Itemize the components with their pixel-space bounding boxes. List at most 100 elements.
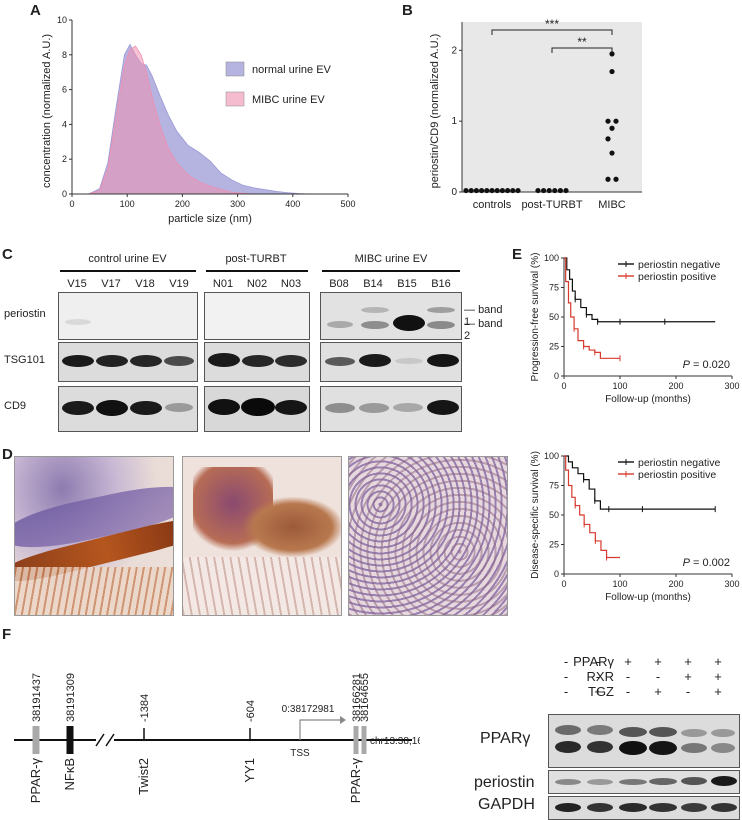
break-mark-2 xyxy=(105,733,115,747)
treatment-value: + xyxy=(654,684,662,699)
site-label: PPAR-γ xyxy=(348,758,363,804)
p-symbol: P xyxy=(683,557,691,569)
treatment-value: - xyxy=(685,684,691,699)
legend-label: normal urine EV xyxy=(252,64,332,76)
blot-cd9-post-turbt xyxy=(204,386,310,432)
km-curve-2 xyxy=(564,257,620,359)
lane-label: V17 xyxy=(101,278,121,290)
panel-label-c: C xyxy=(2,246,13,263)
blot-periostin-post-turbt xyxy=(204,292,310,340)
row-label-periostin: periostin xyxy=(4,308,46,320)
panel-a-chart: 0 100 200 300 400 500 0 2 4 6 8 10 particle size (nm… xyxy=(41,15,356,225)
treatment-value: - xyxy=(563,669,569,684)
x-category-label: post-TURBT xyxy=(521,199,582,211)
group-label-post-turbt: post-TURBT xyxy=(225,253,287,265)
binding-site-box xyxy=(361,726,367,754)
y-tick-label: 25 xyxy=(549,342,559,352)
x-axis-title: Follow-up (months) xyxy=(605,394,691,405)
y-tick-label: 8 xyxy=(62,50,67,60)
data-point xyxy=(613,118,619,124)
blot-tsg101-control xyxy=(58,342,198,382)
x-tick-label: 200 xyxy=(175,199,190,209)
break-mark-1 xyxy=(95,733,105,747)
data-point xyxy=(609,51,615,57)
tss-arrowhead xyxy=(340,716,346,724)
x-tick-label: 200 xyxy=(668,381,683,391)
data-point xyxy=(605,136,611,142)
f-row-label-gapdh: GAPDH xyxy=(478,796,535,813)
x-tick-label: 100 xyxy=(120,199,135,209)
treatment-value: + xyxy=(594,684,602,699)
y-axis-title: Disease-specific survival (%) xyxy=(530,451,541,579)
legend-label: periostin positive xyxy=(638,271,716,283)
lane-label: V19 xyxy=(169,278,189,290)
y-axis-title: concentration (normalized A.U.) xyxy=(41,34,53,188)
legend-label: periostin negative xyxy=(638,259,720,271)
site-coordinate: 38164655 xyxy=(359,673,371,722)
treatment-name: PPARγ xyxy=(573,654,614,669)
lane-label: N03 xyxy=(280,278,302,290)
legend-swatch xyxy=(225,61,245,77)
x-category-label: MIBC xyxy=(598,199,626,211)
site-coordinate: 38191309 xyxy=(65,673,77,722)
x-axis-title: particle size (nm) xyxy=(168,213,252,225)
p-number: = 0.020 xyxy=(690,359,730,371)
treatment-value: + xyxy=(654,654,662,669)
group-bar-control xyxy=(60,270,196,272)
site-coordinate: -604 xyxy=(245,700,257,722)
group-bar-post-turbt xyxy=(206,270,308,272)
panel-f-treatment-table: PPARγ - - + + + + RXR - - - - + + TGZ - + - + - + xyxy=(560,654,742,706)
x-tick-label: 300 xyxy=(230,199,245,209)
treatment-value: - xyxy=(595,669,601,684)
data-point xyxy=(563,187,569,194)
significance-label: *** xyxy=(545,17,559,31)
y-tick-label: 100 xyxy=(544,253,559,263)
p-symbol: P xyxy=(683,359,691,371)
y-tick-label: 2 xyxy=(62,154,67,164)
treatment-value: - xyxy=(625,669,631,684)
y-tick-label: 4 xyxy=(62,119,67,129)
f-blot-pparg xyxy=(548,714,740,768)
data-point xyxy=(609,125,615,131)
panel-label-f: F xyxy=(2,626,12,643)
site-coordinate: -1384 xyxy=(139,694,151,722)
panel-label-a: A xyxy=(30,2,41,19)
treatment-value: + xyxy=(714,684,722,699)
chromosome-label: chr13:38,162,981 xyxy=(370,736,420,747)
blot-periostin-control xyxy=(58,292,198,340)
y-tick-label: 25 xyxy=(549,540,559,550)
p-value: P = 0.020 xyxy=(683,359,730,371)
legend-swatch xyxy=(225,91,245,107)
binding-site-box xyxy=(32,726,40,754)
y-tick-label: 100 xyxy=(544,451,559,461)
y-tick-label: 0 xyxy=(554,569,559,579)
lane-label: B08 xyxy=(329,278,349,290)
data-point xyxy=(463,187,469,194)
p-number: = 0.002 xyxy=(690,557,730,569)
site-coordinate: 38191437 xyxy=(31,673,43,722)
binding-site-box xyxy=(66,726,74,754)
x-tick-label: 100 xyxy=(612,381,627,391)
significance-label: ** xyxy=(577,35,587,49)
tss-coordinate: 0:38172981 xyxy=(282,704,335,715)
x-tick-label: 400 xyxy=(285,199,300,209)
site-label: YY1 xyxy=(242,758,257,783)
treatment-value: - xyxy=(625,684,631,699)
x-tick-label: 200 xyxy=(668,579,683,589)
area-series-2 xyxy=(88,45,255,195)
x-tick-label: 300 xyxy=(724,579,739,589)
site-label: PPAR-γ xyxy=(28,758,43,804)
group-label-control: control urine EV xyxy=(88,253,167,265)
panel-f-promoter-map: 38191437 PPAR-γ 38191309 NFκB -1384 Twist2 -60… xyxy=(14,673,420,804)
data-point xyxy=(515,187,521,194)
data-point xyxy=(535,187,541,194)
data-point xyxy=(499,187,505,194)
site-coordinate: 38166281 xyxy=(351,673,363,722)
site-label: Twist2 xyxy=(136,758,151,795)
site-label: NFκB xyxy=(62,758,77,791)
panel-b-chart: 0 1 2 controls post-TURBT MIBC periostin/CD9 (… xyxy=(429,17,642,211)
treatment-name: TGZ xyxy=(588,684,614,699)
data-point xyxy=(541,187,547,194)
blot-tsg101-post-turbt xyxy=(204,342,310,382)
blot-tsg101-mibc xyxy=(320,342,462,382)
